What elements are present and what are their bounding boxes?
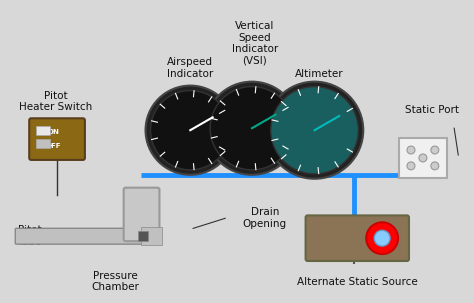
Bar [137,231,147,241]
Circle shape [205,82,299,175]
Text: Pitot
Tube: Pitot Tube [17,225,41,247]
Circle shape [431,146,439,154]
Text: Drain
Opening: Drain Opening [243,208,287,229]
Bar [36,139,50,148]
Circle shape [374,230,390,246]
Circle shape [419,154,427,162]
FancyBboxPatch shape [306,215,409,261]
Text: Static Port: Static Port [405,105,459,115]
Circle shape [210,87,294,170]
Circle shape [271,87,358,174]
Text: Pressure
Chamber: Pressure Chamber [92,271,140,292]
Circle shape [146,86,235,175]
Text: ON: ON [47,129,59,135]
Text: Pitot
Heater Switch: Pitot Heater Switch [19,91,93,112]
FancyBboxPatch shape [29,118,85,160]
Text: ALT
STATIC AIR
PULL ON: ALT STATIC AIR PULL ON [316,224,358,244]
Text: Airspeed
Indicator: Airspeed Indicator [167,57,213,79]
Circle shape [407,162,415,170]
Bar [36,126,50,135]
FancyBboxPatch shape [15,228,146,244]
Circle shape [431,162,439,170]
Text: Altimeter: Altimeter [295,69,344,79]
Circle shape [407,146,415,154]
Circle shape [266,82,363,179]
Text: Alternate Static Source: Alternate Static Source [297,277,418,287]
FancyBboxPatch shape [124,188,159,241]
Bar [399,138,447,178]
Text: Vertical
Speed
Indicator
(VSI): Vertical Speed Indicator (VSI) [232,21,278,66]
Bar [141,227,163,245]
Circle shape [151,91,230,170]
Text: OFF: OFF [46,143,61,149]
Circle shape [366,222,398,254]
